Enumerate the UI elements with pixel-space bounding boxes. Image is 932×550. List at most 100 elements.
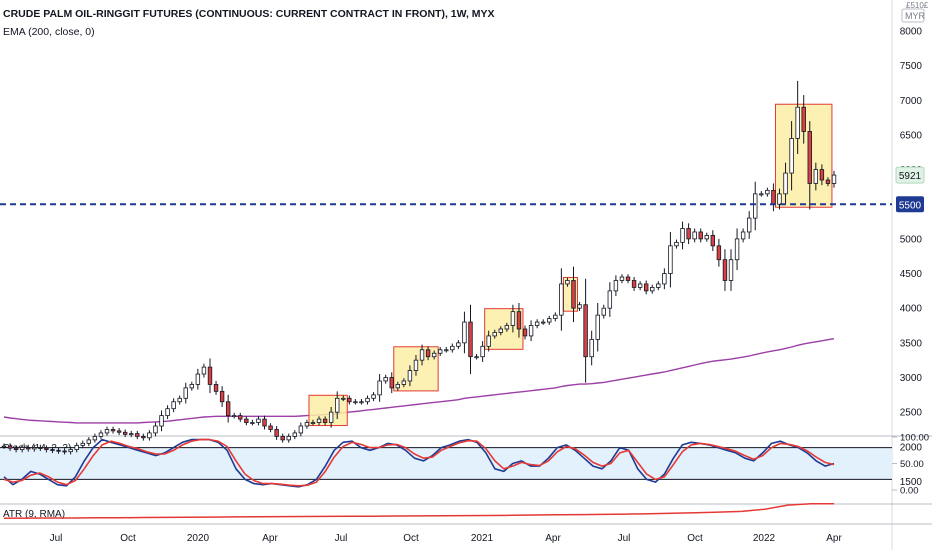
candle-down <box>280 436 285 441</box>
candle-down <box>219 390 225 403</box>
candle-up <box>328 411 334 423</box>
candle-up <box>365 397 370 403</box>
candle-up <box>371 394 376 399</box>
candle-down <box>807 131 812 184</box>
stoch-k-line <box>3 438 835 488</box>
candle-down <box>225 401 231 417</box>
chart-title: CRUDE PALM OIL-RINGGIT FUTURES (CONTINUO… <box>3 8 495 20</box>
candle-down <box>347 397 352 403</box>
candle-up <box>177 397 182 403</box>
price-tick-label: 5000 <box>900 234 923 245</box>
candle-up <box>377 380 382 396</box>
price-tick-label: 3000 <box>900 373 923 384</box>
time-axis-label: Oct <box>120 533 136 544</box>
candle-up <box>456 342 461 347</box>
candle-up <box>359 401 364 404</box>
candle-up <box>601 307 606 316</box>
price-tick-label: 3500 <box>900 338 923 349</box>
atr-pane <box>3 503 834 519</box>
currency-top-label: £510£ <box>906 1 929 10</box>
candle-up <box>32 447 37 450</box>
candle-down <box>50 449 55 451</box>
price-tick-label: 2500 <box>900 408 923 419</box>
price-tick-label: 8000 <box>900 27 923 38</box>
stoch-d-line <box>3 438 835 487</box>
candle-up <box>619 276 625 281</box>
currency-box <box>901 8 925 23</box>
candle-up <box>413 359 419 371</box>
candle-up <box>310 422 316 424</box>
candle-up <box>656 283 661 288</box>
time-axis-label: Apr <box>826 533 842 544</box>
candle-up <box>86 439 92 444</box>
candle-up <box>153 425 158 434</box>
ema-legend: EMA (200, close, 0) <box>3 26 95 38</box>
candle-up <box>256 418 261 423</box>
candle-down <box>825 179 831 184</box>
chart-title-text: CRUDE PALM OIL-RINGGIT FUTURES (CONTINUO… <box>3 8 495 20</box>
candle-up <box>250 422 255 424</box>
candle-down <box>238 415 243 420</box>
candle-up <box>795 106 800 139</box>
ema-line-group <box>3 338 835 424</box>
price-tick-label: 7500 <box>900 61 923 72</box>
candle-down <box>583 304 588 358</box>
support-price-text: 5500 <box>899 200 922 211</box>
candle-up <box>438 349 443 354</box>
candle-down <box>322 418 328 423</box>
candle-up <box>486 335 491 347</box>
stoch-band-fill <box>0 447 892 480</box>
time-axis-label: Oct <box>687 533 703 544</box>
last-price-tag <box>895 166 925 184</box>
candles <box>1 80 837 455</box>
candle-up <box>650 287 655 292</box>
candle-up <box>528 325 534 337</box>
time-axis-label: Oct <box>403 533 419 544</box>
candle-up <box>92 436 98 441</box>
candle-up <box>692 231 697 240</box>
candle-up <box>746 217 752 233</box>
candle-up <box>740 231 746 240</box>
candle-up <box>383 377 388 382</box>
candle-up <box>704 235 709 240</box>
candle-up <box>419 349 425 361</box>
candle-down <box>771 189 776 205</box>
candle-down <box>722 259 728 281</box>
candle-up <box>589 338 594 358</box>
candle-up <box>395 384 400 389</box>
candle-up <box>104 429 110 434</box>
price-tick-label: 2000 <box>900 442 923 453</box>
price-tick-label: 6500 <box>900 130 923 141</box>
ema-200-line <box>3 338 835 424</box>
candle-up <box>734 238 740 261</box>
candle-down <box>116 430 122 433</box>
price-tick-label: 4000 <box>900 304 923 315</box>
candle-up <box>831 174 837 184</box>
stoch-pane: 0.00 50.00 100.00 <box>0 433 929 497</box>
candle-up <box>298 425 304 434</box>
candle-up <box>565 280 570 285</box>
candle-down <box>62 450 67 453</box>
candle-up <box>171 401 176 410</box>
candle-up <box>353 401 358 404</box>
candle-up <box>534 321 540 326</box>
time-axis-label: 2021 <box>471 533 494 544</box>
candle-up <box>540 321 546 324</box>
price-axis-ticks: 1500200025003000350040004500500055006000… <box>900 27 923 488</box>
candle-up <box>431 352 437 358</box>
candle-up <box>189 384 195 389</box>
currency-label: MYR <box>905 11 926 21</box>
time-axis-label: Jul <box>618 533 631 544</box>
candle-up <box>232 415 237 418</box>
candle-up <box>80 442 85 446</box>
time-axis-label: Jul <box>335 533 348 544</box>
candle-down <box>122 431 128 435</box>
candle-up <box>662 273 667 285</box>
candle-up <box>777 193 782 205</box>
candle-down <box>110 429 116 432</box>
candle-up <box>607 290 613 309</box>
candle-up <box>553 314 558 319</box>
candle-down <box>207 366 213 385</box>
price-tick-label: 4500 <box>900 269 923 280</box>
